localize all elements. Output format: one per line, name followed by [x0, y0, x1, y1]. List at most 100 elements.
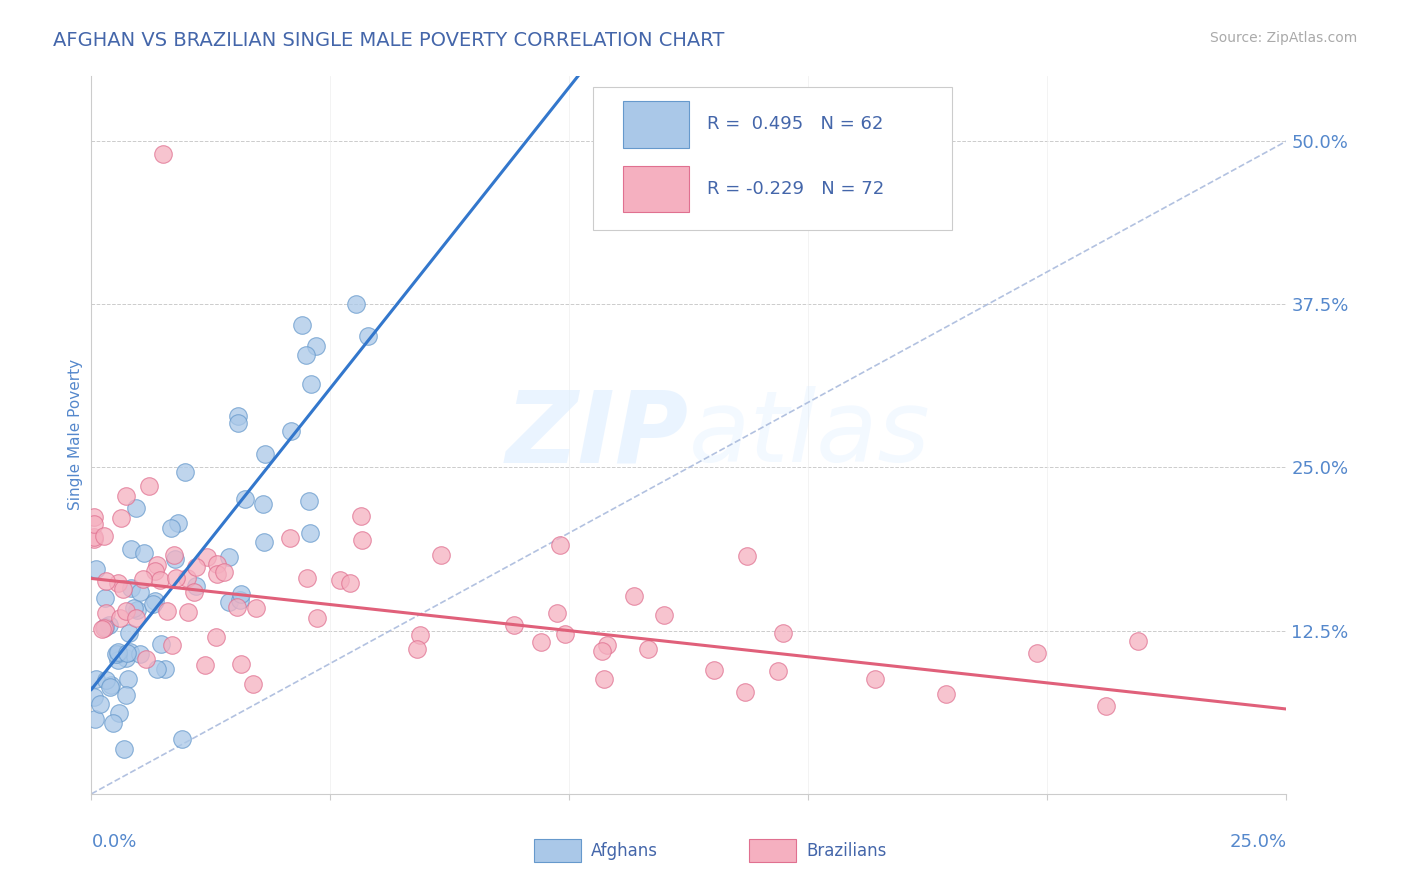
Point — [226, 600, 249, 615]
Point — [278, 532, 301, 546]
Point — [96, 574, 118, 589]
Point — [94, 620, 117, 634]
Point — [84, 672, 107, 686]
Point — [117, 672, 139, 686]
Point — [229, 592, 252, 607]
Point — [156, 604, 179, 618]
Point — [863, 672, 886, 686]
Point — [307, 611, 329, 625]
Point — [167, 516, 190, 530]
Point — [105, 647, 128, 661]
FancyBboxPatch shape — [593, 87, 952, 230]
Point — [294, 349, 316, 363]
Point — [100, 678, 122, 692]
Point — [176, 606, 198, 620]
Point — [1128, 633, 1150, 648]
Point — [145, 662, 167, 676]
Point — [546, 606, 568, 620]
Point — [252, 497, 274, 511]
Point — [173, 465, 195, 479]
Point — [297, 571, 319, 585]
Point — [107, 576, 129, 591]
Point — [350, 533, 373, 548]
Y-axis label: Single Male Poverty: Single Male Poverty — [67, 359, 83, 510]
Point — [772, 626, 794, 640]
Point — [298, 494, 321, 508]
Point — [83, 690, 105, 705]
Point — [115, 604, 138, 618]
Point — [112, 582, 135, 596]
Point — [703, 664, 725, 678]
Point — [83, 517, 105, 532]
FancyBboxPatch shape — [623, 101, 689, 147]
Point — [409, 628, 432, 642]
Point — [176, 571, 198, 585]
Point — [143, 594, 166, 608]
Point — [146, 558, 169, 572]
Point — [194, 657, 217, 672]
Point — [299, 526, 322, 541]
Point — [1094, 699, 1116, 714]
Point — [153, 662, 176, 676]
Point — [152, 147, 174, 161]
Text: 0.0%: 0.0% — [91, 833, 136, 851]
Point — [129, 647, 152, 661]
Point — [122, 600, 145, 615]
Point — [108, 610, 131, 624]
Point — [734, 685, 756, 699]
Point — [195, 549, 218, 564]
Point — [253, 447, 276, 461]
Point — [101, 716, 124, 731]
Point — [205, 567, 228, 582]
Point — [89, 698, 111, 712]
Text: Source: ZipAtlas.com: Source: ZipAtlas.com — [1209, 31, 1357, 45]
Point — [245, 600, 267, 615]
Point — [138, 479, 160, 493]
Point — [253, 535, 276, 549]
Text: ZIP: ZIP — [506, 386, 689, 483]
Point — [1026, 646, 1049, 660]
Text: AFGHAN VS BRAZILIAN SINGLE MALE POVERTY CORRELATION CHART: AFGHAN VS BRAZILIAN SINGLE MALE POVERTY … — [53, 31, 725, 50]
Point — [132, 546, 155, 560]
Point — [233, 492, 256, 507]
Point — [114, 489, 136, 503]
Point — [165, 551, 187, 566]
Point — [299, 376, 322, 391]
Point — [205, 630, 228, 644]
Point — [184, 560, 207, 574]
Point — [93, 621, 115, 635]
Point — [125, 500, 148, 515]
Point — [212, 566, 235, 580]
Point — [115, 688, 138, 702]
Point — [218, 595, 240, 609]
Point — [150, 637, 173, 651]
Point — [595, 638, 617, 652]
Point — [94, 606, 117, 620]
Point — [107, 645, 129, 659]
Point — [91, 622, 114, 636]
Point — [128, 585, 150, 599]
Point — [429, 548, 451, 562]
Point — [172, 731, 194, 746]
Point — [93, 529, 115, 543]
Point — [766, 664, 789, 678]
Text: 25.0%: 25.0% — [1229, 833, 1286, 851]
Point — [110, 510, 132, 524]
Point — [115, 646, 138, 660]
Point — [242, 677, 264, 691]
Point — [125, 603, 148, 617]
Point — [120, 582, 142, 596]
FancyBboxPatch shape — [623, 166, 689, 212]
Point — [149, 573, 172, 587]
Point — [98, 681, 121, 695]
Text: R = -0.229   N = 72: R = -0.229 N = 72 — [707, 179, 884, 197]
Point — [135, 652, 157, 666]
Point — [108, 706, 131, 721]
Point — [205, 558, 228, 572]
Text: Brazilians: Brazilians — [806, 842, 886, 860]
Point — [107, 653, 129, 667]
Point — [637, 641, 659, 656]
Point — [120, 645, 142, 659]
Point — [226, 409, 249, 423]
Point — [503, 617, 526, 632]
